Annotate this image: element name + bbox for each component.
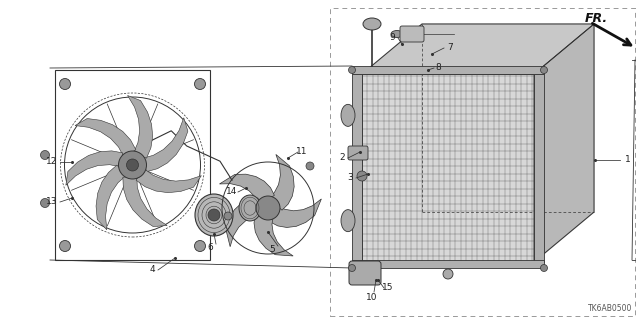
Polygon shape	[75, 118, 136, 157]
Ellipse shape	[341, 104, 355, 126]
Text: 3: 3	[347, 173, 353, 182]
Circle shape	[541, 265, 547, 271]
FancyBboxPatch shape	[349, 261, 381, 285]
Ellipse shape	[239, 195, 261, 221]
Text: 4: 4	[149, 266, 155, 275]
Bar	[55, 70, 210, 260]
Circle shape	[357, 171, 367, 181]
Text: 10: 10	[366, 293, 378, 302]
Polygon shape	[268, 155, 294, 210]
Polygon shape	[534, 24, 594, 262]
Text: TK6AB0500: TK6AB0500	[588, 304, 632, 313]
FancyBboxPatch shape	[400, 26, 424, 42]
Polygon shape	[220, 174, 275, 205]
Bar	[330, 8, 635, 316]
Text: 15: 15	[382, 284, 394, 292]
Text: 12: 12	[46, 157, 58, 166]
Text: 2: 2	[339, 154, 345, 163]
Ellipse shape	[391, 30, 403, 37]
Ellipse shape	[195, 194, 233, 236]
Polygon shape	[143, 118, 188, 172]
Circle shape	[541, 67, 547, 74]
Ellipse shape	[341, 210, 355, 232]
Circle shape	[118, 151, 147, 179]
Circle shape	[40, 198, 49, 207]
Bar	[534, 74, 544, 262]
Ellipse shape	[363, 18, 381, 30]
Text: 6: 6	[207, 244, 213, 252]
Circle shape	[256, 196, 280, 220]
Polygon shape	[96, 165, 127, 230]
Bar	[352, 66, 544, 74]
Polygon shape	[254, 214, 293, 256]
Circle shape	[349, 265, 355, 271]
Text: 9: 9	[389, 34, 395, 43]
Circle shape	[40, 150, 49, 159]
Text: 5: 5	[269, 245, 275, 254]
Circle shape	[349, 67, 355, 74]
Circle shape	[306, 162, 314, 170]
Text: 13: 13	[46, 197, 58, 206]
Ellipse shape	[351, 269, 361, 279]
Text: 8: 8	[435, 63, 441, 73]
Bar	[352, 74, 362, 262]
Polygon shape	[136, 169, 202, 193]
Text: FR.: FR.	[585, 12, 608, 25]
Circle shape	[208, 209, 220, 221]
Bar	[362, 74, 534, 262]
Polygon shape	[226, 198, 262, 247]
Ellipse shape	[443, 269, 453, 279]
Circle shape	[195, 78, 205, 90]
Circle shape	[195, 241, 205, 252]
Text: 7: 7	[447, 44, 453, 52]
Bar	[352, 260, 544, 268]
Polygon shape	[123, 176, 167, 227]
Polygon shape	[362, 24, 594, 74]
FancyBboxPatch shape	[348, 146, 368, 160]
Circle shape	[127, 159, 138, 171]
Polygon shape	[127, 95, 153, 158]
Text: 14: 14	[227, 188, 237, 196]
Text: 1: 1	[625, 156, 631, 164]
Circle shape	[224, 212, 232, 220]
Polygon shape	[270, 199, 321, 228]
Circle shape	[60, 241, 70, 252]
Text: 11: 11	[296, 148, 308, 156]
Polygon shape	[66, 151, 123, 185]
Circle shape	[60, 78, 70, 90]
